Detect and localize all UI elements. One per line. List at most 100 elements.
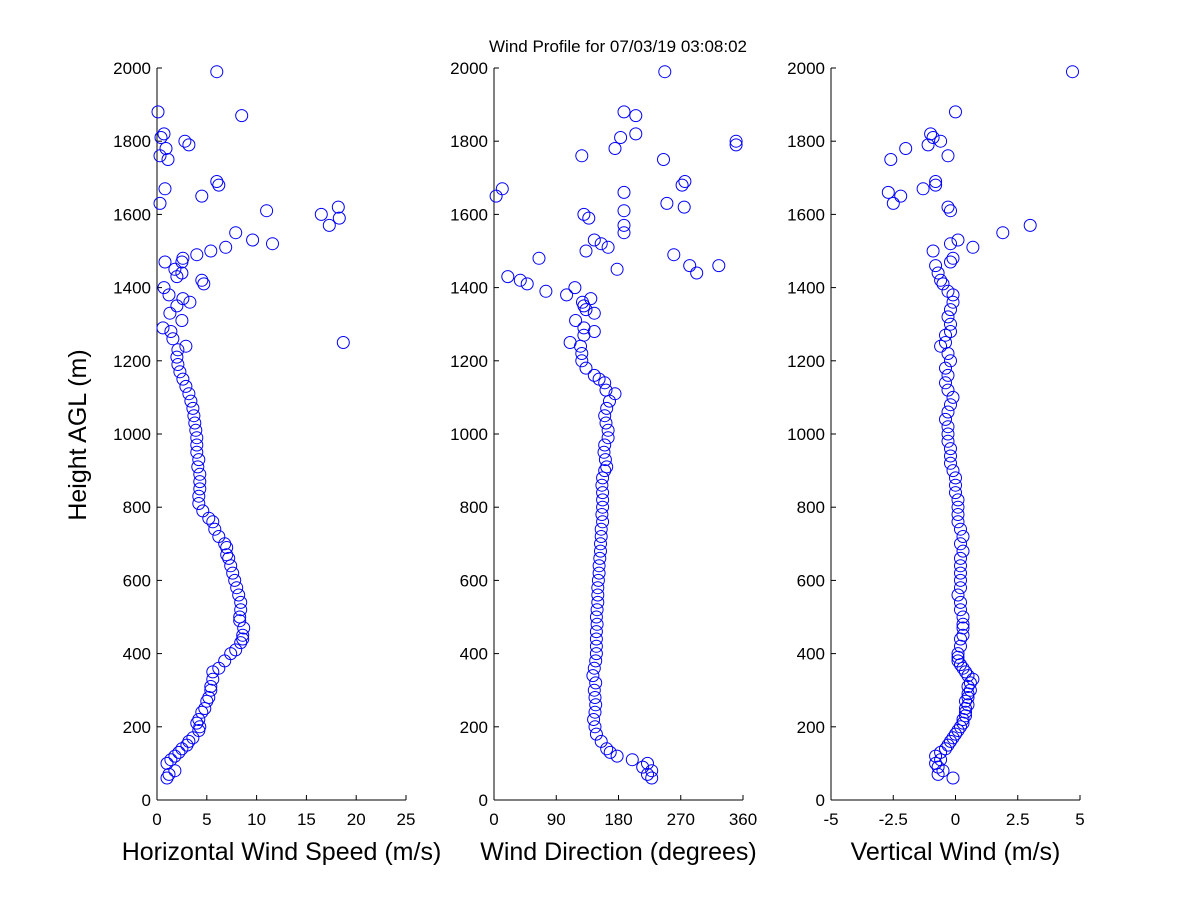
data-point [182, 734, 196, 748]
data-point [266, 237, 279, 251]
data-point [590, 617, 604, 631]
data-point [186, 401, 200, 415]
data-point [899, 142, 913, 155]
data-point [575, 354, 589, 368]
data-point [532, 251, 546, 265]
data-point [489, 189, 503, 203]
data-point [916, 182, 930, 196]
panel-2: 0 200 400 600 800 1000 1200 1400 1600 1800 2000 0 90… [450, 59, 757, 866]
data-point [617, 105, 631, 119]
data-point [941, 405, 955, 419]
data-point [206, 672, 220, 686]
y-tick-label: 200 [123, 718, 151, 737]
data-point [331, 200, 345, 214]
data-point [204, 683, 218, 697]
data-point [636, 760, 650, 774]
data-point [594, 237, 608, 251]
data-point [154, 131, 168, 144]
figure-title: Wind Profile for 07/03/19 03:08:02 [489, 37, 747, 56]
data-point [593, 551, 607, 565]
data-point [176, 292, 190, 306]
data-point [190, 431, 204, 445]
data-point [939, 376, 952, 390]
x-tick-label: -2.5 [879, 810, 908, 829]
data-point [959, 694, 972, 708]
data-point [625, 753, 639, 767]
data-point [926, 131, 940, 144]
data-point [658, 65, 672, 79]
y-tick-label: 200 [797, 718, 825, 737]
data-point [944, 398, 957, 412]
data-point [153, 149, 167, 163]
x-axis-label: Horizontal Wind Speed (m/s) [122, 838, 442, 866]
data-point [234, 595, 248, 609]
y-tick-label: 2000 [787, 59, 825, 78]
data-point [944, 449, 957, 463]
data-point [595, 478, 609, 492]
data-point [173, 365, 187, 379]
data-point [954, 720, 967, 734]
y-tick-label: 800 [797, 498, 825, 517]
data-point [589, 654, 603, 668]
data-point [600, 460, 614, 474]
data-point [966, 240, 980, 254]
data-point [951, 508, 965, 521]
data-point [601, 423, 615, 437]
data-points [489, 65, 743, 785]
data-point [587, 306, 601, 320]
data-point [944, 354, 957, 368]
data-point [596, 500, 610, 514]
data-point [246, 233, 260, 247]
y-tick-label: 1400 [113, 279, 151, 298]
data-point [946, 390, 960, 404]
data-point [954, 632, 967, 646]
data-point [192, 497, 206, 510]
data-point [224, 559, 238, 573]
data-point [591, 581, 605, 595]
data-point [617, 218, 631, 232]
data-point [157, 127, 171, 141]
data-point [189, 423, 203, 437]
y-tick-label: 600 [797, 571, 825, 590]
y-axis-label: Height AGL (m) [64, 349, 92, 520]
y-tick-label: 400 [123, 645, 151, 664]
data-point [182, 387, 196, 401]
x-tick-label: 270 [667, 810, 695, 829]
data-point [195, 705, 209, 719]
data-point [153, 196, 167, 210]
data-point [601, 240, 615, 254]
data-point [175, 742, 189, 756]
data-point [956, 544, 970, 558]
data-point [198, 702, 212, 715]
data-point [645, 771, 659, 785]
data-point [577, 321, 591, 335]
data-point [946, 251, 960, 265]
data-point [941, 434, 955, 448]
data-point [944, 325, 957, 338]
data-point [183, 295, 197, 309]
data-point [954, 581, 967, 595]
data-point [204, 244, 218, 258]
data-point [941, 383, 955, 397]
data-point [579, 303, 593, 317]
data-point [569, 314, 583, 327]
data-point [929, 749, 943, 763]
data-point [961, 691, 975, 704]
data-point [966, 672, 980, 686]
data-point [184, 394, 198, 408]
data-point [192, 453, 206, 467]
x-tick-label: 25 [397, 810, 416, 829]
data-point [934, 273, 948, 287]
data-point [322, 218, 336, 232]
y-tick-label: 1200 [450, 352, 488, 371]
data-point [236, 628, 250, 642]
data-point [186, 731, 200, 745]
data-point [954, 522, 967, 536]
data-point [594, 522, 608, 536]
data-point [260, 204, 274, 218]
data-point [954, 595, 967, 609]
x-tick-label: 2.5 [1006, 810, 1030, 829]
data-point [171, 343, 185, 357]
data-point [944, 237, 957, 251]
data-point [599, 383, 613, 397]
